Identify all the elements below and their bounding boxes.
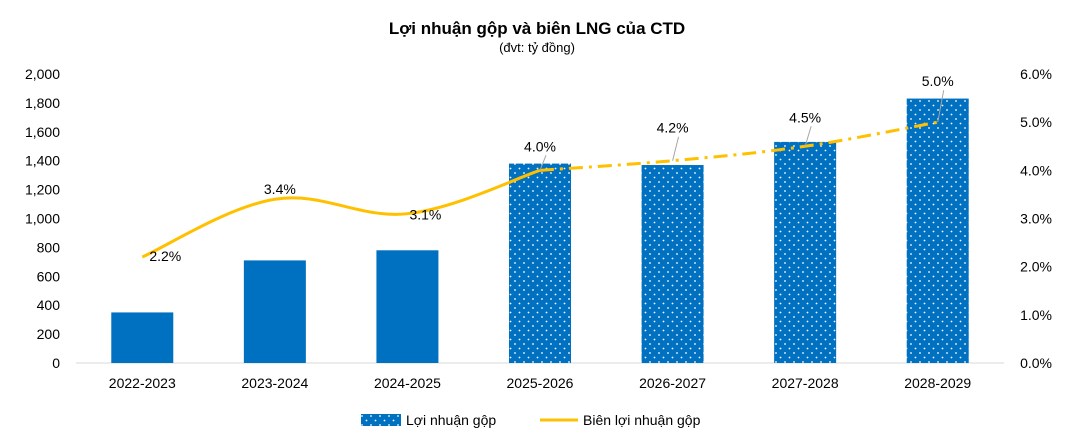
x-tick-label: 2023-2024 bbox=[241, 375, 308, 391]
data-label: 3.1% bbox=[409, 207, 441, 223]
data-label: 4.2% bbox=[657, 120, 689, 136]
line-series bbox=[141, 120, 938, 259]
y-left-tick-label: 1,000 bbox=[25, 211, 60, 227]
x-tick-label: 2027-2028 bbox=[772, 375, 839, 391]
y-left-tick-label: 800 bbox=[37, 239, 61, 255]
x-tick-label: 2026-2027 bbox=[639, 375, 706, 391]
y-left-tick-label: 400 bbox=[37, 297, 61, 313]
y-left-tick-label: 1,200 bbox=[25, 182, 60, 198]
y-right-tick-label: 3.0% bbox=[1020, 211, 1052, 227]
data-label: 4.5% bbox=[789, 109, 821, 125]
data-label: 5.0% bbox=[922, 73, 954, 89]
y-right-tick-label: 6.0% bbox=[1020, 66, 1052, 82]
bar bbox=[111, 312, 174, 363]
legend-label-bar: Lợi nhuận gộp bbox=[406, 412, 496, 428]
data-labels: 2.2% 3.4% 3.1% 4.0% 4.2% 4.5% 5.0% bbox=[149, 73, 953, 264]
data-label: 2.2% bbox=[149, 248, 181, 264]
x-tick-label: 2028-2029 bbox=[904, 375, 971, 391]
y-left-tick-label: 1,800 bbox=[25, 95, 60, 111]
y-right-tick-label: 4.0% bbox=[1020, 162, 1052, 178]
y-left-tick-label: 2,000 bbox=[25, 66, 60, 82]
bar-series bbox=[111, 98, 969, 363]
data-label-leader bbox=[804, 126, 812, 147]
y-left-tick-label: 1,400 bbox=[25, 153, 60, 169]
y-right-tick-label: 0.0% bbox=[1020, 355, 1052, 371]
data-label-leader bbox=[539, 155, 547, 171]
line-actual bbox=[141, 168, 541, 259]
y-left-tick-label: 200 bbox=[37, 326, 61, 342]
y-right-tick-label: 1.0% bbox=[1020, 307, 1052, 323]
y-right-tick-label: 5.0% bbox=[1020, 114, 1052, 130]
y-left-tick-label: 1,600 bbox=[25, 124, 60, 140]
legend-label-line: Biên lợi nhuận gộp bbox=[583, 412, 701, 428]
bar bbox=[376, 250, 439, 363]
chart-subtitle: (đvt: tỷ đồng) bbox=[499, 40, 575, 55]
axes: 0 200 400 600 800 1,000 1,200 1,400 1,600 1,800 2,… bbox=[25, 66, 1052, 391]
x-tick-label: 2024-2025 bbox=[374, 375, 441, 391]
line-forecast bbox=[539, 120, 938, 172]
bar bbox=[641, 165, 704, 363]
data-label-leader bbox=[672, 136, 680, 161]
bar bbox=[906, 98, 969, 363]
data-label: 4.0% bbox=[524, 138, 556, 154]
data-label: 3.4% bbox=[264, 181, 296, 197]
bar bbox=[243, 260, 306, 363]
y-left-tick-label: 600 bbox=[37, 268, 61, 284]
bar bbox=[774, 141, 837, 363]
y-left-tick-label: 0 bbox=[52, 355, 60, 371]
data-label-leader bbox=[937, 90, 945, 123]
y-right-tick-label: 2.0% bbox=[1020, 259, 1052, 275]
legend: Lợi nhuận gộp Biên lợi nhuận gộp bbox=[361, 412, 701, 428]
x-tick-label: 2022-2023 bbox=[109, 375, 176, 391]
legend-swatch-bar bbox=[361, 414, 401, 426]
chart-title: Lợi nhuận gộp và biên LNG của CTD bbox=[389, 19, 685, 38]
bar bbox=[509, 163, 571, 363]
x-tick-label: 2025-2026 bbox=[507, 375, 574, 391]
